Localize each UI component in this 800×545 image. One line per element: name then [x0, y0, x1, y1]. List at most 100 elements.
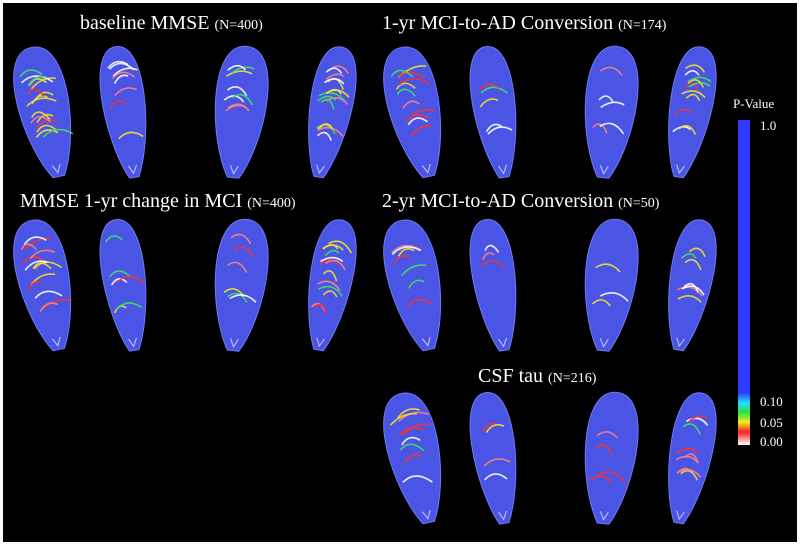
colorbar-tick: 0.10 [760, 394, 783, 409]
significance-streak [595, 263, 621, 273]
significance-streak [675, 455, 700, 464]
significance-streak [32, 262, 52, 270]
significance-streak [479, 83, 500, 91]
surface-body [584, 45, 639, 179]
significance-streak [322, 270, 338, 282]
surface [308, 46, 357, 179]
surface-tip [128, 337, 137, 348]
surface-body [469, 219, 517, 352]
significance-streak [687, 79, 704, 88]
significance-streak [313, 303, 327, 314]
significance-streak [29, 249, 56, 260]
significance-streak [685, 93, 701, 102]
significance-streak [599, 66, 623, 76]
significance-streak [402, 100, 420, 109]
significance-streak [227, 103, 250, 112]
significance-streak [484, 244, 500, 253]
surface-tip [421, 509, 431, 520]
surface [214, 45, 269, 179]
significance-streak [35, 129, 59, 138]
significance-streak [397, 408, 420, 419]
significance-streak [24, 260, 48, 271]
significance-streak [487, 126, 513, 135]
significance-streak [589, 475, 613, 484]
significance-streak [322, 290, 338, 298]
significance-streak [116, 275, 145, 284]
surface-tip [599, 165, 609, 175]
surface-body [308, 219, 357, 352]
significance-streak [319, 259, 339, 265]
significance-streak [390, 69, 414, 78]
surface-tip [676, 337, 685, 348]
surface-body [308, 46, 357, 179]
significance-streak [317, 280, 341, 292]
significance-streak [402, 475, 433, 484]
significance-streak [317, 131, 332, 141]
surface-tip [498, 337, 507, 348]
significance-streak [112, 67, 138, 77]
significance-streak [676, 448, 699, 454]
significance-streak [407, 117, 428, 126]
significance-streak [226, 261, 248, 274]
surface-body [214, 45, 269, 179]
significance-streak [30, 115, 52, 124]
significance-streak [401, 436, 421, 446]
surface-body [99, 219, 147, 352]
significance-streak [232, 93, 254, 106]
significance-streak [227, 292, 248, 303]
significance-streak [483, 458, 511, 467]
surface [383, 392, 442, 525]
surface [469, 46, 517, 179]
significance-streak [596, 431, 618, 439]
significance-streak [42, 128, 74, 138]
significance-streak [685, 82, 699, 92]
significance-streak [398, 77, 430, 86]
significance-streak [404, 454, 423, 464]
significance-streak [28, 78, 48, 86]
significance-streak [484, 473, 508, 481]
significance-streak [41, 299, 72, 311]
surface-tip [128, 164, 137, 175]
surface-body [383, 219, 442, 352]
significance-streak [23, 236, 47, 245]
surface-body [214, 218, 269, 352]
surface-body [584, 218, 639, 352]
surface-body [469, 392, 517, 525]
significance-streak [400, 264, 427, 277]
significance-streak [318, 91, 346, 102]
surface-tip [229, 338, 239, 348]
significance-streak [681, 285, 705, 296]
significance-streak [325, 67, 343, 74]
significance-streak [481, 260, 505, 269]
significance-streak [687, 76, 712, 83]
surface-tip [421, 163, 431, 174]
surface-body [383, 392, 442, 525]
significance-streak [39, 302, 59, 312]
significance-streak [685, 64, 706, 73]
panel-title: MMSE 1-yr change in MCI (N=400) [20, 190, 296, 212]
surface-tip [316, 337, 325, 348]
significance-streak [402, 423, 430, 436]
significance-streak [393, 254, 410, 265]
significance-streak [389, 412, 417, 426]
surface [584, 391, 639, 525]
significance-streak [328, 240, 353, 254]
significance-streak [482, 422, 497, 433]
surface-tip [316, 164, 325, 175]
significance-streak [591, 299, 611, 307]
surface [584, 45, 639, 179]
significance-streak [595, 443, 613, 455]
significance-streak [26, 88, 45, 97]
significance-streak [681, 90, 706, 99]
significance-streak [397, 247, 415, 257]
significance-streak [36, 124, 57, 133]
significance-streak [324, 78, 345, 85]
significance-streak [682, 423, 701, 435]
significance-streak [684, 258, 702, 271]
significance-streak [688, 247, 706, 258]
significance-streak [19, 69, 43, 78]
colorbar-tick: 1.0 [760, 118, 776, 133]
significance-streak [35, 91, 54, 101]
significance-streak [678, 124, 697, 135]
colorbar-tick: 0.00 [760, 434, 783, 449]
